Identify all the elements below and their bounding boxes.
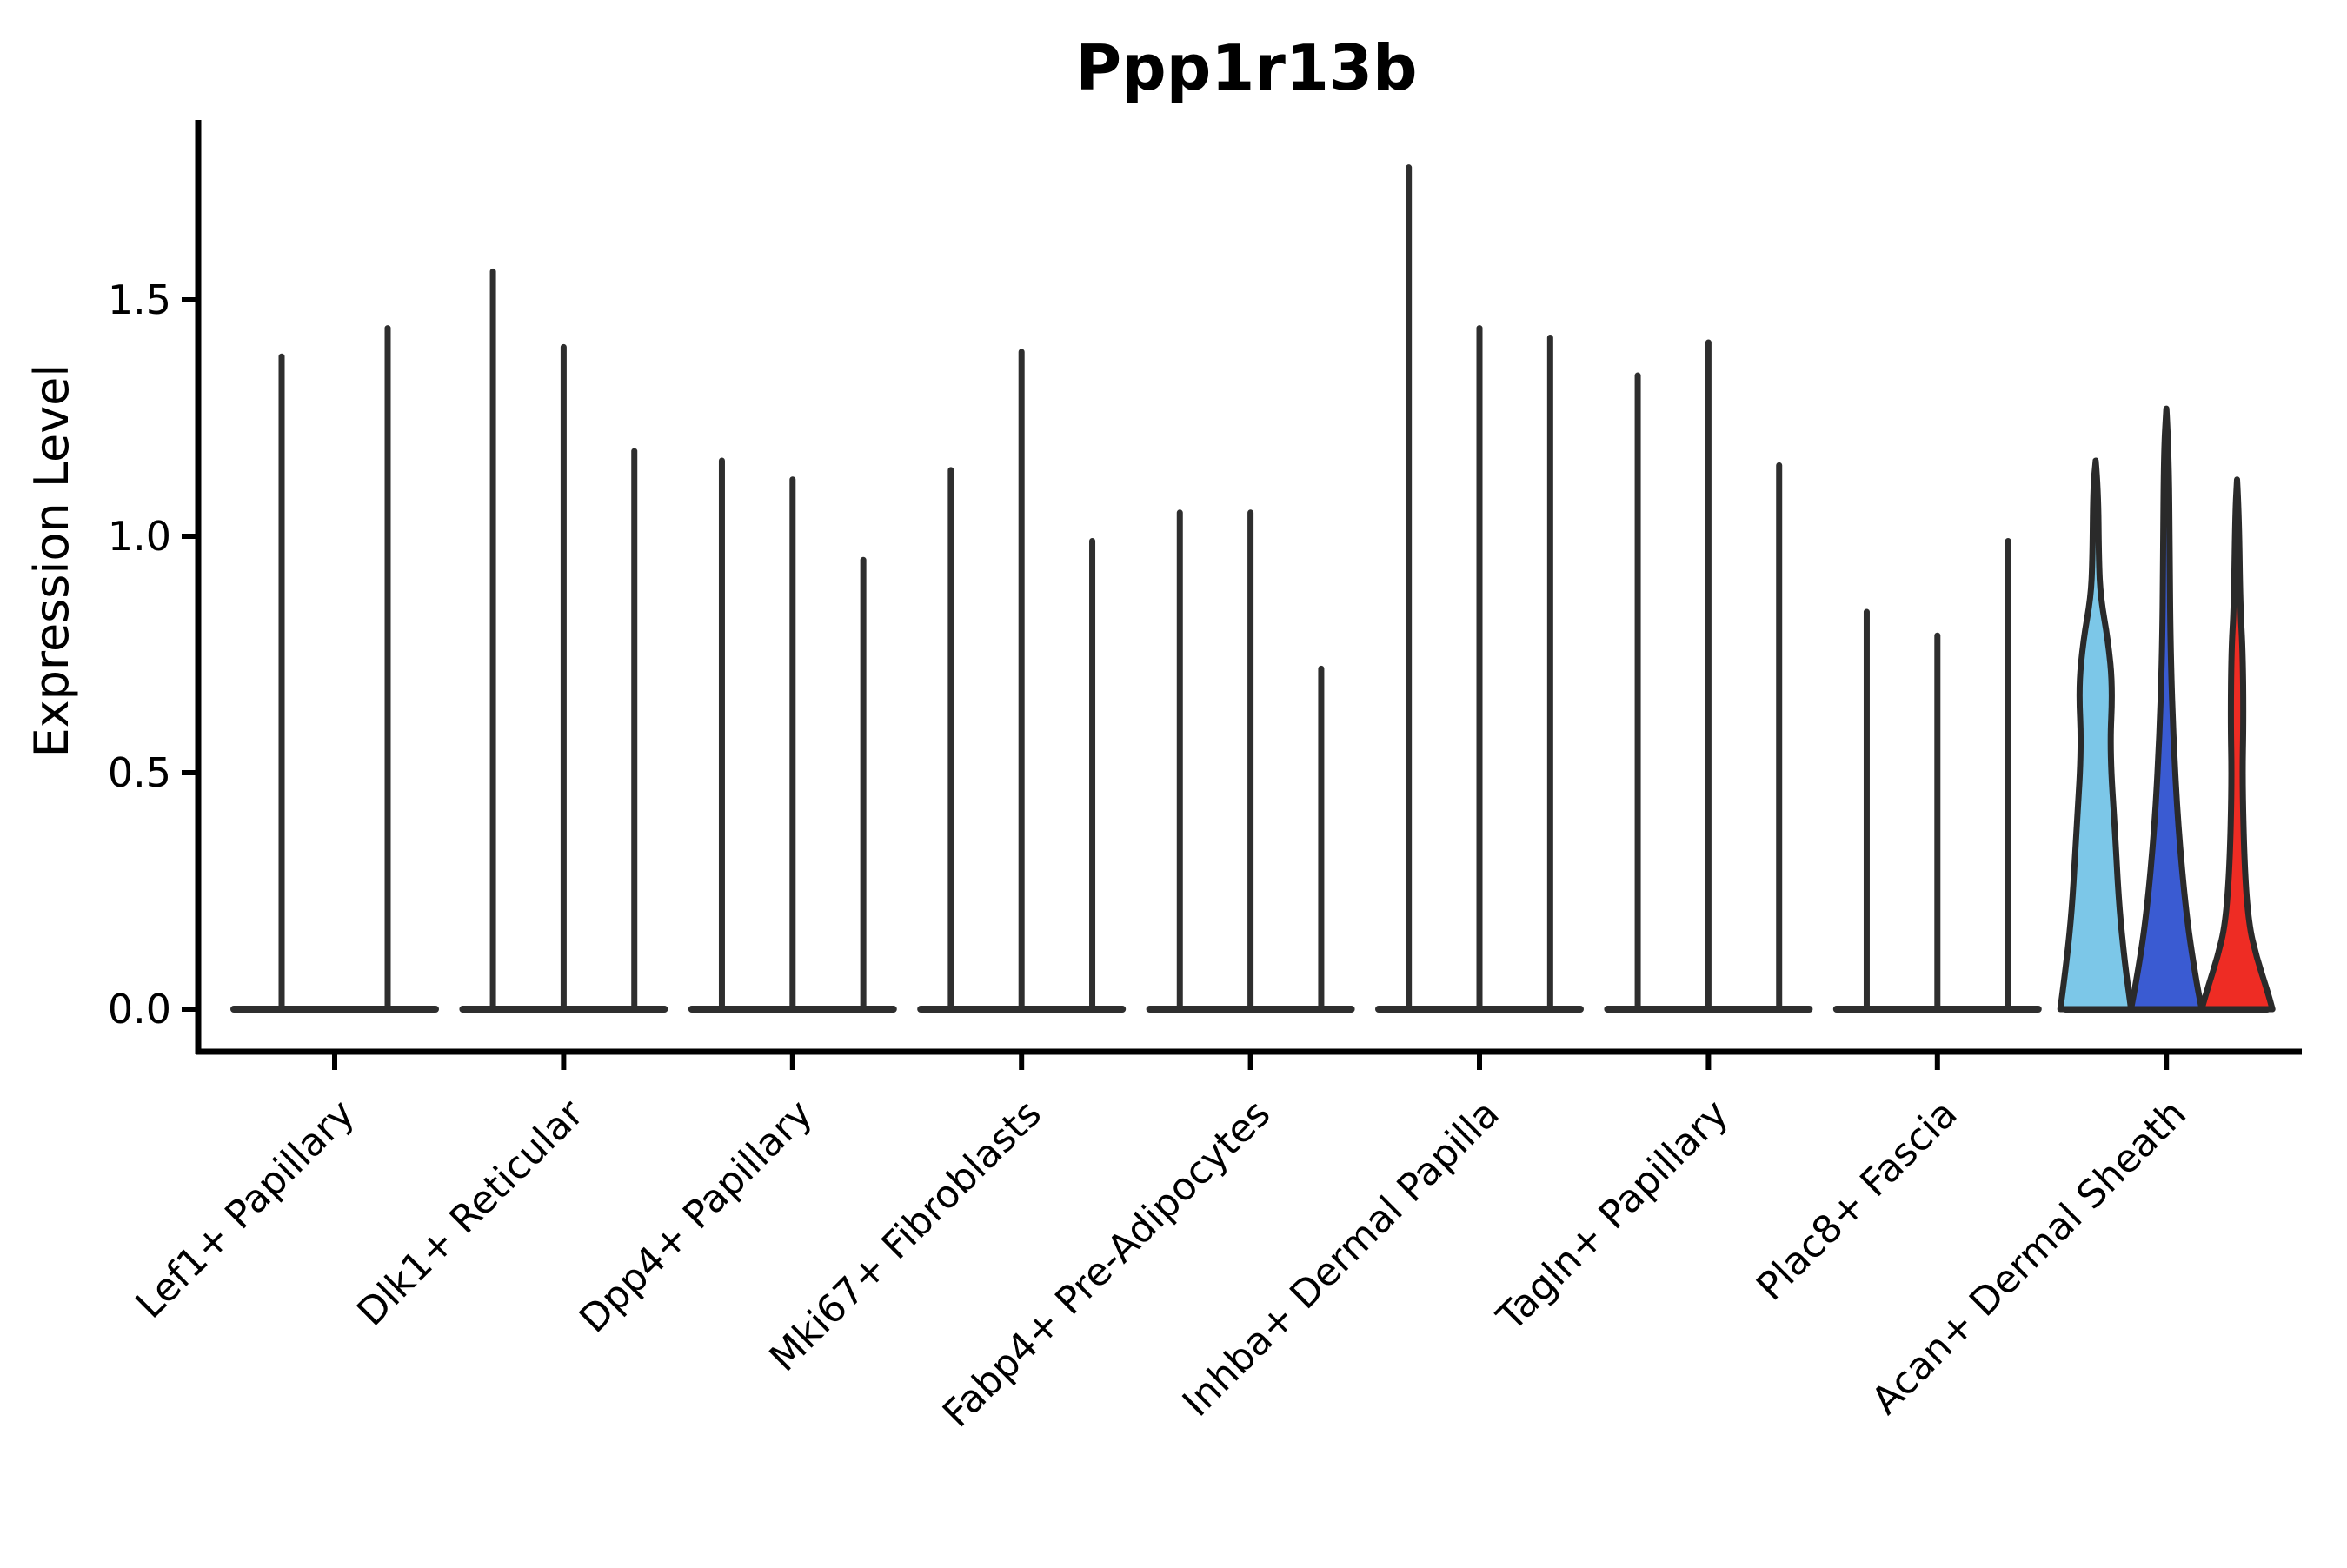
x-category-label: Dlk1+ Reticular: [349, 1091, 593, 1335]
y-tick-label: 1.0: [108, 513, 171, 560]
x-category-label: Dpp4+ Papillary: [571, 1092, 821, 1342]
y-axis-label: Expression Level: [24, 364, 79, 758]
violin-shape: [2057, 457, 2135, 1013]
y-tick-label: 1.5: [108, 276, 171, 323]
x-category-label: Plac8+ Fascia: [1748, 1092, 1966, 1310]
axes: [182, 120, 2302, 1070]
violin-shape: [2128, 405, 2205, 1013]
x-category-label: Tagln+ Papillary: [1488, 1092, 1737, 1340]
violin-shape: [2198, 476, 2276, 1013]
y-tick-label: 0.0: [108, 986, 171, 1033]
chart-title: Ppp1r13b: [1075, 31, 1417, 104]
violins: [230, 164, 2276, 1013]
y-tick-label: 0.5: [108, 749, 171, 796]
x-category-label: Lef1+ Papillary: [128, 1092, 363, 1327]
zero-density-blob: [230, 1006, 439, 1013]
